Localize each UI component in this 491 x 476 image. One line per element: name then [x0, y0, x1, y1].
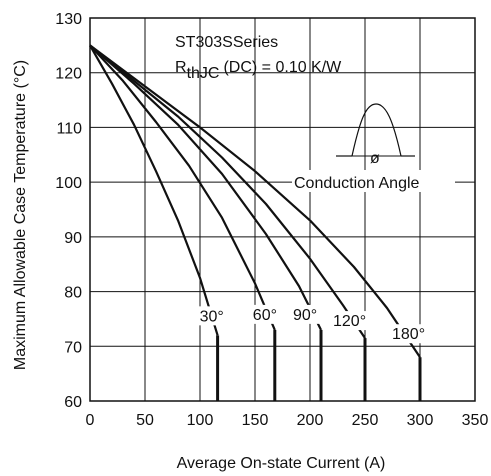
x-tick-label: 250	[352, 412, 379, 429]
series-annotation: ST303SSeries	[175, 34, 278, 51]
series-label-bg	[248, 304, 285, 324]
series-line	[89, 44, 219, 336]
series-line	[89, 44, 366, 339]
series-label: 30°	[200, 308, 224, 325]
ticks: 0 50 100 150 200 250 300 350 60 70 80 90 100 110 120 13…	[55, 11, 488, 429]
series-line	[89, 44, 276, 331]
rth-annotation: RthJC (DC) = 0.10 K/W	[175, 59, 342, 82]
rth-subscript: thJC	[187, 65, 220, 82]
series-line	[89, 44, 322, 331]
x-tick-label: 50	[136, 412, 154, 429]
x-axis-title: Average On-state Current (A)	[177, 455, 386, 472]
series-label: 90°	[293, 307, 317, 324]
x-tick-label: 150	[242, 412, 269, 429]
series-label-bg	[195, 306, 232, 326]
conduction-angle-inset: ø Conduction Angle	[292, 103, 455, 192]
x-tick-label: 100	[187, 412, 214, 429]
x-tick-label: 350	[462, 412, 489, 429]
curves	[89, 44, 422, 401]
series-label: 60°	[253, 307, 277, 324]
y-tick-label: 110	[56, 120, 82, 137]
angle-symbol: ø	[370, 150, 380, 167]
x-tick-label: 0	[86, 412, 95, 429]
series-label: 120°	[333, 313, 366, 330]
rth-rest: (DC) = 0.10 K/W	[223, 59, 342, 76]
y-tick-label: 120	[55, 66, 82, 83]
inset-label: Conduction Angle	[294, 175, 420, 192]
y-tick-label: 130	[55, 11, 82, 28]
plot-frame	[89, 17, 476, 402]
y-tick-label: 80	[64, 285, 82, 302]
curve-labels: 30° 60° 90° 120° 180°	[195, 304, 434, 344]
rth-symbol: R	[175, 59, 187, 76]
series-label-bg	[388, 324, 434, 344]
y-axis-title: Maximum Allowable Case Temperature (°C)	[12, 60, 29, 370]
series-line	[89, 44, 421, 358]
series-label-bg	[289, 304, 325, 324]
x-tick-label: 300	[407, 412, 434, 429]
inset-label-bg	[292, 170, 455, 192]
series-label: 180°	[392, 326, 425, 343]
half-sine-icon	[351, 103, 402, 157]
series-label-bg	[329, 311, 375, 331]
y-tick-label: 70	[64, 339, 82, 356]
y-tick-label: 90	[64, 230, 82, 247]
x-tick-label: 200	[297, 412, 324, 429]
y-tick-label: 60	[64, 394, 82, 411]
y-tick-label: 100	[55, 175, 82, 192]
